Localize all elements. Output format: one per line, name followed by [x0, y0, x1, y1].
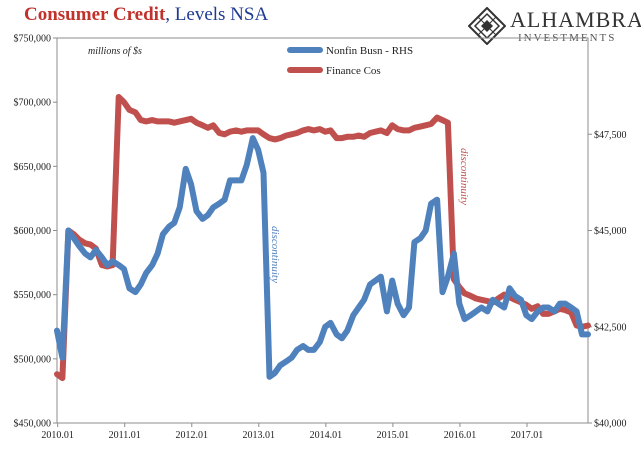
x-tick-label: 2014.01 [310, 430, 343, 441]
right-tick-label: $45,000 [594, 226, 627, 237]
x-tick-label: 2017.01 [511, 430, 544, 441]
left-tick-label: $600,000 [14, 226, 52, 237]
alhambra-diamond-lattice-icon [468, 7, 506, 45]
right-tick-label: $42,500 [594, 322, 627, 333]
series-line-nonfin-busn [54, 135, 591, 380]
legend: Nonfin Busn - RHS Finance Cos [287, 45, 413, 77]
left-tick-label: $700,000 [14, 98, 52, 109]
annotations: discontinuity discontinuity [269, 148, 470, 283]
x-tick-label: 2011.01 [109, 430, 141, 441]
discontinuity-annotation: discontinuity [269, 226, 281, 283]
alhambra-logo: ALHAMBRA INVESTMENTS [468, 4, 641, 48]
x-tick-label: 2013.01 [243, 430, 276, 441]
chart-title: Consumer Credit, Levels NSA [24, 4, 268, 26]
chart-title-rest: , Levels NSA [165, 4, 269, 25]
logo-name: ALHAMBRA [510, 7, 641, 32]
series-line-finance-cos [54, 94, 591, 382]
chart-title-main: Consumer Credit [24, 4, 166, 25]
series-layer [54, 94, 591, 382]
x-axis: 2010.01 2011.01 2012.01 2013.01 2014.01 2015.… [41, 423, 543, 441]
left-tick-label: $650,000 [14, 162, 52, 173]
left-tick-label: $450,000 [14, 419, 52, 430]
x-tick-label: 2010.01 [41, 430, 74, 441]
right-tick-label: $47,500 [594, 130, 627, 141]
x-tick-label: 2015.01 [377, 430, 410, 441]
right-axis: $40,000 $42,500 $45,000 $47,500 [588, 130, 627, 430]
left-tick-label: $500,000 [14, 354, 52, 365]
legend-label: Nonfin Busn - RHS [326, 45, 413, 57]
right-tick-label: $40,000 [594, 419, 627, 430]
left-axis: $450,000 $500,000 $550,000 $600,000 $650,000… [14, 34, 57, 430]
left-tick-label: $550,000 [14, 290, 52, 301]
legend-label: Finance Cos [326, 65, 381, 77]
unit-note: millions of $s [88, 46, 142, 57]
plot-border [56, 37, 589, 424]
x-tick-label: 2012.01 [176, 430, 209, 441]
discontinuity-annotation: discontinuity [458, 148, 470, 205]
x-tick-label: 2016.01 [444, 430, 477, 441]
left-tick-label: $750,000 [14, 34, 52, 45]
